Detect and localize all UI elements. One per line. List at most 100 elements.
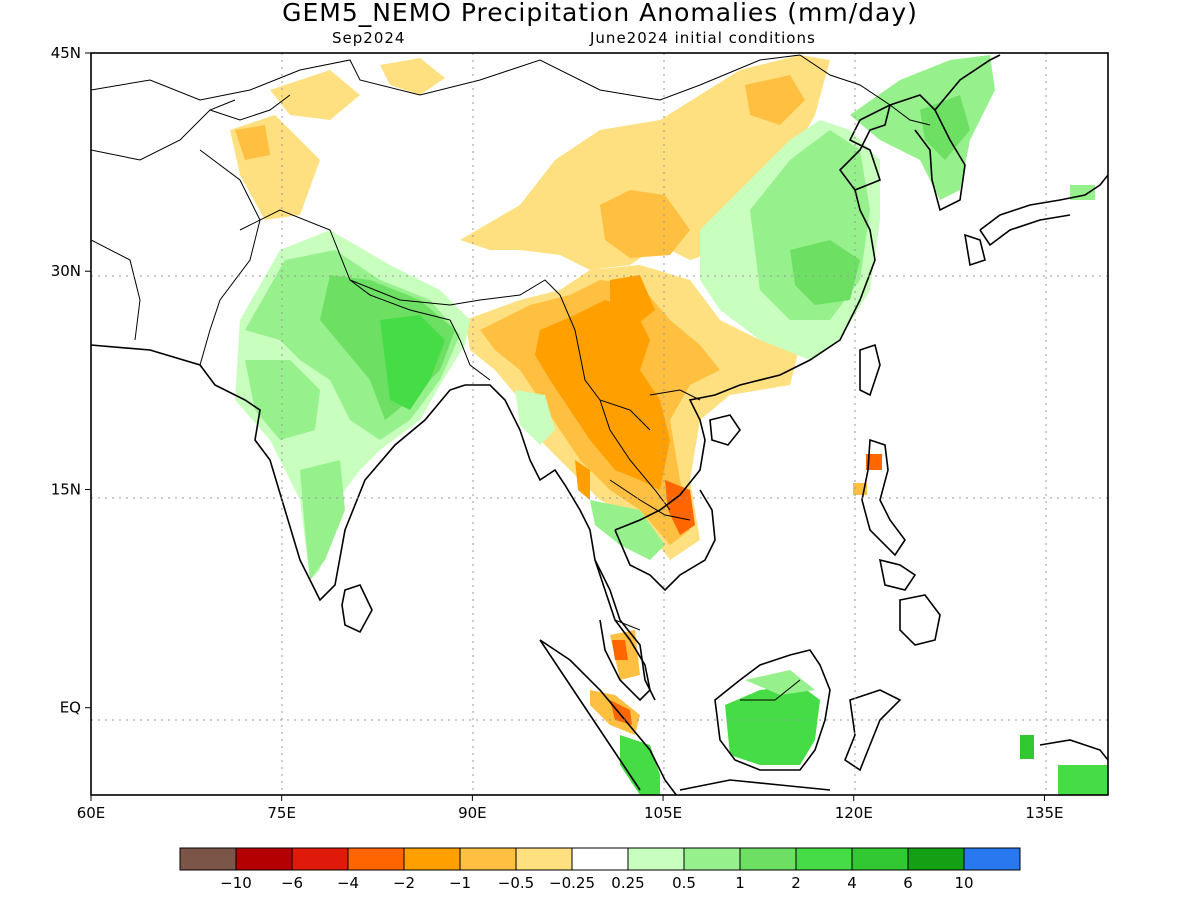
coast-indochina: [614, 104, 891, 531]
coast-kyushu: [963, 233, 986, 267]
coast-srilanka: [341, 584, 373, 634]
lat-tick-label: 15N: [51, 480, 81, 498]
anomaly-dry-thai: [575, 460, 590, 500]
colorbar-label: −1: [449, 874, 471, 892]
colorbar-label: 0.25: [611, 874, 644, 892]
coast-sumatra-west: [539, 639, 641, 791]
anomaly-wet-thailand: [590, 500, 665, 560]
colorbar-label: 10: [954, 874, 973, 892]
colorbar-label: 1: [735, 874, 745, 892]
lon-tick-label: 135E: [1025, 804, 1063, 822]
colorbar-swatch: [963, 847, 1021, 871]
border-malaysia-thai: [614, 619, 641, 631]
coast-korea: [889, 94, 966, 212]
colorbar-swatch: [627, 847, 685, 871]
lat-tick-label: EQ: [60, 699, 81, 717]
anomaly-field: [230, 55, 1108, 795]
colorbar: −10 −6 −4 −2 −1 −0.5 −0.25 0.25 0.5 1 2 4 6 10: [179, 847, 1021, 892]
lon-tick-label: 75E: [267, 804, 296, 822]
colorbar-swatch: [683, 847, 741, 871]
anomaly-dry-south-core2: [610, 275, 655, 330]
anomaly-wet-korea-core: [920, 95, 970, 160]
colorbar-swatch: [347, 847, 405, 871]
colorbar-label: 4: [847, 874, 857, 892]
lon-tick-label: 90E: [458, 804, 487, 822]
anomaly-wet-eastchina-core: [790, 240, 860, 305]
border-borneo: [740, 679, 801, 701]
initial-conditions: June2024 initial conditions: [590, 29, 816, 47]
border-myanmar-east: [559, 294, 651, 431]
anomaly-wet-korea: [850, 55, 995, 200]
anomaly-dry-malay-core: [612, 640, 628, 660]
colorbar-swatch: [739, 847, 797, 871]
coast-visayas: [878, 558, 917, 591]
anomaly-dry-north-core: [600, 190, 690, 258]
coast-india: [91, 344, 466, 602]
anomaly-wet-borneo-light: [745, 670, 815, 695]
colorbar-swatch: [403, 847, 461, 871]
anomaly-dry-northwest: [380, 58, 445, 95]
border-pakistan: [199, 149, 261, 366]
border-kyrgyz: [209, 94, 291, 121]
border-china-north: [299, 54, 801, 101]
border-vietnam-china: [649, 389, 701, 401]
anomaly-dry-north: [460, 55, 830, 270]
border-afghanistan: [91, 99, 236, 161]
coast-japan: [979, 174, 1108, 231]
lat-tick-label: 30N: [51, 262, 81, 280]
border-kazakhstan: [91, 69, 301, 101]
anomaly-wet-india-south: [300, 460, 345, 580]
colorbar-swatch: [179, 847, 237, 871]
border-bangladesh: [449, 319, 491, 381]
country-borders: [91, 54, 931, 701]
colorbar-swatch: [907, 847, 965, 871]
anomaly-dry-northwest2: [270, 70, 360, 120]
colorbar-swatch: [795, 847, 853, 871]
anomaly-wet-india-west: [245, 360, 320, 440]
colorbar-label: −10: [220, 874, 252, 892]
border-nepal: [349, 279, 451, 321]
coast-gulf-thailand: [614, 489, 716, 592]
coast-korea-east: [934, 54, 1001, 111]
anomaly-wet-india-peak: [380, 315, 445, 410]
anomaly-dry-sumatra-core: [610, 700, 632, 725]
anomaly-dry-luzon: [866, 454, 882, 470]
forecast-month: Sep2024: [332, 29, 406, 47]
colorbar-label: −4: [337, 874, 359, 892]
colorbar-swatch: [851, 847, 909, 871]
coast-java: [679, 779, 831, 791]
anomaly-dry-north-core2: [745, 75, 805, 125]
colorbar-swatch: [571, 847, 629, 871]
colorbar-label: −2: [393, 874, 415, 892]
anomaly-wet-sumatra: [620, 735, 660, 795]
map-title: GEM5_NEMO Precipitation Anomalies (mm/da…: [282, 0, 918, 27]
colorbar-label: −6: [281, 874, 303, 892]
anomaly-wet-myanmar: [515, 390, 555, 445]
lon-tick-label: 120E: [835, 804, 873, 822]
colorbar-label: −0.25: [549, 874, 595, 892]
border-mongolia-east: [799, 54, 891, 106]
coastlines: [91, 54, 1108, 795]
lat-tick-label: 45N: [51, 44, 81, 62]
colorbar-swatch: [291, 847, 349, 871]
coast-japan2: [979, 214, 1071, 247]
anomaly-dry-south-core: [535, 300, 670, 490]
coast-taiwan: [859, 343, 881, 397]
colorbar-label: 0.5: [672, 874, 696, 892]
lon-tick-label: 60E: [77, 804, 106, 822]
coast-papua: [1039, 739, 1108, 761]
colorbar-label: −0.5: [498, 874, 534, 892]
border-himalaya: [239, 209, 561, 306]
coast-bohai: [838, 104, 891, 191]
colorbar-label: 2: [791, 874, 801, 892]
anomaly-wet-moluccas: [1020, 735, 1034, 759]
axis-ticks: 60E 75E 90E 105E 120E 135E 45N 30N 15N EQ: [51, 44, 1064, 822]
coast-sulawesi: [844, 689, 902, 772]
colorbar-swatch: [459, 847, 517, 871]
anomaly-dry-kashmir-core: [235, 125, 270, 160]
colorbar-swatch: [515, 847, 573, 871]
coast-malay: [594, 559, 651, 702]
colorbar-swatch: [235, 847, 293, 871]
coast-hainan: [709, 414, 741, 446]
